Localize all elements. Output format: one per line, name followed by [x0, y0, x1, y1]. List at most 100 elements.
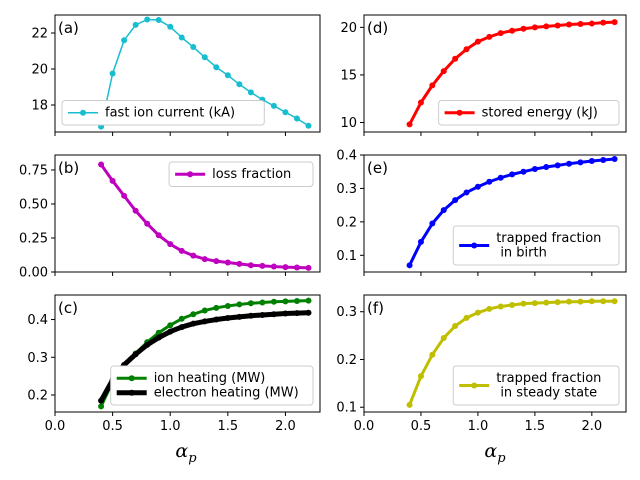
- data-point-c-0: [259, 299, 266, 306]
- legend-label-line-d-0: stored energy (kJ): [482, 106, 598, 121]
- data-point-b-0: [190, 252, 197, 259]
- y-tick-label-c: 0.3: [27, 351, 48, 366]
- data-point-c-0: [98, 403, 105, 410]
- data-point-c-1: [293, 310, 300, 317]
- legend-swatch-marker-c-0: [128, 375, 135, 382]
- panel-label-e: (e): [367, 159, 388, 177]
- data-point-d-0: [554, 22, 561, 29]
- y-tick-label-f: 0.2: [336, 353, 357, 368]
- legend-label-line-c-0: ion heating (MW): [154, 371, 266, 386]
- y-tick-label-d: 20: [340, 21, 357, 36]
- y-tick-label-e: 0.1: [336, 249, 357, 264]
- data-point-a-0: [282, 109, 289, 116]
- data-point-d-0: [474, 38, 481, 45]
- data-point-f-0: [600, 298, 607, 305]
- data-point-a-0: [305, 122, 312, 129]
- data-point-a-0: [132, 21, 139, 28]
- data-point-a-0: [155, 17, 162, 24]
- y-tick-label-e: 0.4: [336, 149, 357, 164]
- y-tick-label-d: 10: [340, 116, 357, 131]
- data-point-c-0: [247, 300, 254, 307]
- data-point-c-1: [178, 324, 185, 331]
- legend-label-line-a-0: fast ion current (kA): [105, 106, 235, 121]
- panel-d: 10 15 20 (d) stored energy (kJ): [340, 14, 627, 136]
- data-point-c-1: [167, 328, 174, 335]
- data-point-d-0: [577, 21, 584, 28]
- panel-e: 0.1 0.2 0.3 0.4 (e) trapped fraction in birth: [336, 149, 627, 276]
- data-point-d-0: [520, 25, 527, 32]
- panel-f: 0.0 0.5 1.0 1.5 2.0 0.1 0.2 0.3 (f) trapped fract…: [336, 294, 627, 434]
- data-point-c-0: [224, 302, 231, 309]
- data-point-e-0: [440, 207, 447, 214]
- y-tick-label-e: 0.2: [336, 215, 357, 230]
- panel-f-data: [406, 298, 618, 408]
- data-point-f-0: [463, 314, 470, 321]
- data-point-c-1: [305, 309, 312, 316]
- y-tick-label-e: 0.3: [336, 182, 357, 197]
- data-point-c-0: [213, 304, 220, 311]
- x-tick-label-c: 2.0: [275, 419, 296, 434]
- data-point-e-0: [417, 238, 424, 245]
- panel-a-data: [98, 16, 312, 130]
- x-tick-label-f: 1.5: [525, 419, 546, 434]
- data-point-c-0: [305, 297, 312, 304]
- data-point-b-0: [236, 260, 243, 267]
- data-point-f-0: [566, 298, 573, 305]
- data-point-e-0: [509, 171, 516, 178]
- data-point-e-0: [566, 160, 573, 167]
- x-tick-label-c: 0.5: [102, 419, 123, 434]
- x-tick-label-c: 1.5: [217, 419, 238, 434]
- data-point-b-0: [247, 262, 254, 269]
- x-tick-label-f: 0.0: [354, 419, 375, 434]
- data-point-b-0: [144, 220, 151, 227]
- y-tick-label-b: 0.00: [19, 266, 48, 281]
- data-point-a-0: [247, 89, 254, 96]
- data-point-b-0: [293, 264, 300, 271]
- panel-c: 0.0 0.5 1.0 1.5 2.0 0.2 0.3 0.4 (c) ion heating (…: [27, 294, 321, 434]
- data-point-b-0: [132, 207, 139, 214]
- data-point-c-1: [224, 315, 231, 322]
- data-point-f-0: [486, 305, 493, 312]
- data-point-a-0: [201, 54, 208, 61]
- data-point-f-0: [406, 401, 413, 408]
- legend-box-b: [168, 161, 314, 187]
- data-point-a-0: [224, 72, 231, 79]
- legend-label-c-0: ion heating (MW): [154, 371, 266, 386]
- data-point-b-0: [155, 232, 162, 239]
- legend-swatch-marker-f-0: [471, 382, 478, 389]
- y-tick-label-a: 20: [31, 63, 48, 78]
- data-point-c-1: [236, 313, 243, 320]
- data-point-f-0: [440, 334, 447, 341]
- data-point-c-0: [270, 298, 277, 305]
- panels-group: 18 20 22 (a) fast ion current (kA) 10 15 20 (d) s…: [19, 14, 627, 434]
- panel-d-data: [406, 19, 618, 128]
- data-point-c-1: [259, 312, 266, 319]
- data-point-f-0: [588, 298, 595, 305]
- data-point-e-0: [554, 162, 561, 169]
- legend-swatch-marker-d-0: [456, 109, 463, 116]
- legend-label-line-e-0: in birth: [496, 246, 547, 261]
- y-tick-label-b: 0.50: [19, 197, 48, 212]
- data-point-c-0: [167, 322, 174, 329]
- data-point-d-0: [440, 68, 447, 75]
- legend-label-e-0: trapped fraction in birth: [496, 231, 601, 261]
- legend-label-a-0: fast ion current (kA): [105, 106, 235, 121]
- panel-b-frame: [54, 154, 321, 273]
- data-point-a-0: [270, 102, 277, 109]
- legend-label-b-0: loss fraction: [212, 167, 291, 182]
- legend-box-a: [61, 100, 265, 126]
- data-point-e-0: [463, 189, 470, 196]
- data-point-d-0: [406, 121, 413, 128]
- data-point-c-1: [144, 341, 151, 348]
- data-point-d-0: [566, 21, 573, 28]
- data-point-b-0: [305, 264, 312, 271]
- legend-swatch-marker-b-0: [187, 171, 194, 178]
- legend-label-line-e-0: trapped fraction: [496, 231, 601, 246]
- data-point-c-1: [247, 312, 254, 319]
- legend-label-line-b-0: loss fraction: [212, 167, 291, 182]
- data-point-c-1: [98, 397, 105, 404]
- data-point-a-0: [293, 115, 300, 122]
- legend-swatch-marker-e-0: [471, 242, 478, 249]
- data-point-e-0: [588, 158, 595, 165]
